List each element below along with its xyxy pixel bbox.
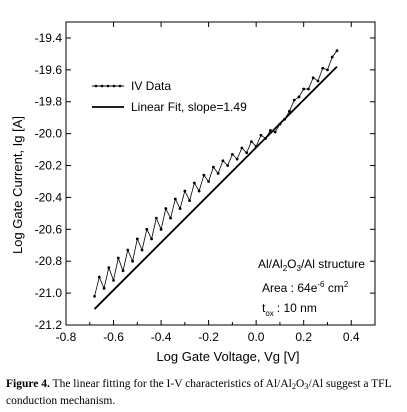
x-tick-label: 0.0 [248, 330, 265, 344]
iv-data-point [288, 109, 291, 113]
iv-data-point [292, 98, 296, 102]
iv-data-point [297, 95, 301, 99]
iv-data-point [183, 189, 187, 193]
iv-data-point [311, 76, 315, 80]
plot-data [93, 49, 339, 310]
iv-data-point [154, 216, 158, 220]
iv-data-point [159, 227, 163, 231]
iv-data-point [102, 286, 106, 290]
iv-data-point [207, 180, 211, 183]
linear-fit-line [93, 66, 338, 310]
iv-data-point [226, 164, 230, 167]
x-tick-label: -0.6 [103, 330, 124, 344]
iv-data-point [188, 199, 192, 203]
iv-data-point [211, 165, 215, 169]
axes: -0.8 -0.6 -0.4 -0.2 0.0 0.2 0.4 -19.4 -19.6 -19.8… [35, 21, 376, 344]
iv-data-point [173, 197, 177, 201]
iv-data-point [140, 248, 144, 252]
y-tick-label: -21.0 [35, 286, 63, 300]
x-tick-label: -0.2 [198, 330, 219, 344]
iv-data-point [202, 173, 206, 177]
iv-data-point [126, 248, 130, 252]
y-tick-label: -19.4 [35, 31, 63, 45]
iv-data-point [169, 216, 172, 220]
iv-data-point [245, 151, 249, 155]
iv-data-point [116, 256, 120, 260]
legend-iv-data-markers [94, 84, 122, 88]
iv-data-point [216, 172, 220, 175]
y-tick-label: -20.2 [35, 159, 63, 173]
annotation-tox: tox: 10 nm [262, 301, 317, 318]
annotation-structure: Al/Al2O3/Al structure [258, 257, 365, 273]
legend-linear-fit-label: Linear Fit, slope=1.49 [131, 100, 247, 114]
iv-data-point [240, 146, 244, 150]
iv-data-point [335, 49, 339, 53]
iv-data-point [197, 189, 201, 193]
x-tick-label: 0.4 [343, 330, 360, 344]
y-tick-label: -20.4 [35, 190, 63, 204]
iv-data-point [93, 294, 96, 298]
iv-data-point [121, 269, 125, 273]
iv-data-point [235, 157, 239, 161]
iv-data-point [164, 207, 168, 210]
y-tick-label: -20.8 [35, 254, 63, 268]
iv-data-point [192, 181, 196, 185]
caption-label: Figure 4. [6, 378, 50, 390]
x-tick-label: -0.8 [56, 330, 77, 344]
y-tick-label: -20.6 [35, 222, 63, 236]
iv-data-point [178, 207, 182, 210]
iv-data-point [326, 68, 329, 72]
iv-data-point [131, 259, 134, 263]
legend-marker [100, 84, 104, 88]
legend-marker [112, 84, 116, 88]
legend-marker [118, 84, 122, 88]
y-tick-label: -21.2 [35, 318, 63, 332]
iv-data-point [250, 140, 253, 144]
iv-data-point [330, 55, 334, 59]
x-axis-label: Log Gate Voltage, Vg [V] [156, 349, 299, 364]
iv-data-point [302, 87, 306, 91]
plot-frame [65, 21, 376, 326]
legend-marker [94, 84, 98, 88]
caption-text: The linear fitting for the I-V character… [6, 378, 392, 408]
iv-data-point [273, 130, 277, 134]
iv-data-point [259, 133, 263, 137]
iv-data-point [150, 237, 153, 241]
legend: IV Data Linear Fit, slope=1.49 [92, 79, 247, 114]
y-tick-label: -19.8 [35, 95, 63, 109]
y-tick-label: -19.6 [35, 63, 63, 77]
iv-data-point [145, 227, 149, 231]
x-tick-label: 0.2 [295, 330, 312, 344]
iv-data-point [107, 266, 111, 269]
y-tick-label: -20.0 [35, 127, 63, 141]
annotation-area: Area : 64e-6 cm2 [262, 280, 349, 295]
y-axis-label: Log Gate Current, Ig [A] [10, 116, 25, 254]
figure-caption: Figure 4. The linear fitting for the I-V… [6, 377, 401, 408]
iv-data-point [112, 278, 115, 282]
iv-data-line [94, 50, 338, 297]
iv-data-point [307, 87, 310, 91]
x-tick-label: -0.4 [151, 330, 172, 344]
iv-data-point [97, 275, 101, 279]
iv-data-point [316, 79, 320, 83]
iv-data-point [269, 129, 272, 132]
iv-data-point [221, 159, 225, 163]
legend-iv-data-label: IV Data [131, 79, 171, 93]
legend-marker [106, 84, 110, 88]
annotation-block: Al/Al2O3/Al structure Area : 64e-6 cm2 t… [258, 257, 365, 318]
iv-data-point [135, 237, 139, 241]
iv-data-point [321, 66, 325, 70]
iv-data-point [230, 152, 234, 156]
